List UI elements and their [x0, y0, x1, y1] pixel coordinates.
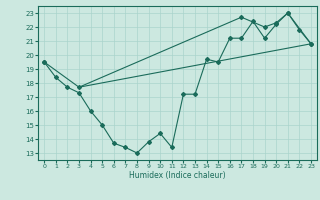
X-axis label: Humidex (Indice chaleur): Humidex (Indice chaleur) [129, 171, 226, 180]
